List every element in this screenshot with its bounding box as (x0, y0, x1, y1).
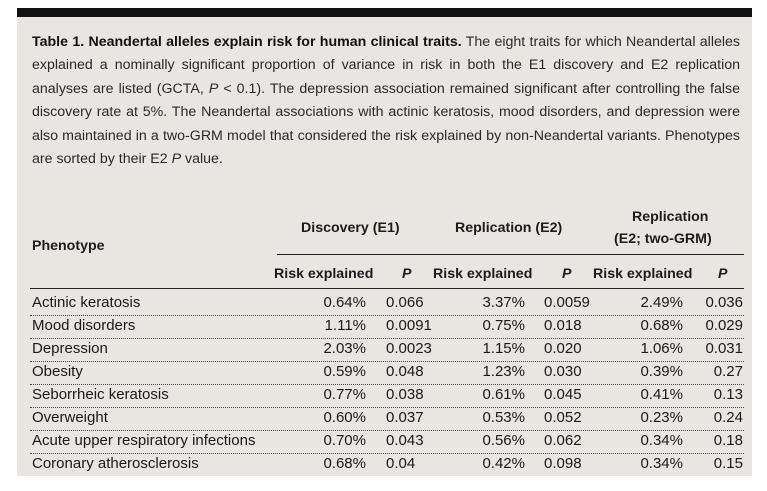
cell-e2-p: 0.018 (544, 317, 582, 334)
table-row: Overweight 0.60% 0.037 0.53% 0.052 0.23%… (30, 407, 744, 431)
table-caption: Table 1. Neandertal alleles explain risk… (32, 31, 740, 171)
cell-e2-risk: 1.23% (482, 363, 525, 380)
header-p-grm: P (718, 266, 728, 282)
cell-grm-risk: 0.34% (640, 455, 683, 472)
cell-e1-risk: 2.03% (323, 340, 366, 357)
cell-e2-p: 0.052 (544, 409, 582, 426)
caption-text-c: value. (181, 151, 223, 168)
cell-e2-p: 0.0059 (544, 294, 590, 311)
cell-grm-p: 0.18 (713, 432, 743, 449)
cell-phenotype: Overweight (32, 409, 108, 426)
cell-grm-risk: 0.41% (640, 386, 683, 403)
table-row: Coronary atherosclerosis 0.68% 0.04 0.42… (30, 453, 744, 476)
caption-p-symbol: P (208, 80, 219, 97)
caption-text-a: The eight traits for which Neandertal al… (32, 34, 741, 97)
cell-grm-risk: 0.68% (640, 317, 683, 334)
cell-e1-risk: 0.68% (323, 455, 366, 472)
header-risk-explained-grm: Risk explained (593, 266, 693, 282)
cell-grm-p: 0.031 (705, 340, 743, 357)
header-bottom-rule (30, 288, 744, 289)
cell-e2-p: 0.062 (544, 432, 582, 449)
cell-e2-p: 0.098 (544, 455, 582, 472)
cell-e1-p: 0.0023 (386, 340, 432, 357)
cell-grm-risk: 0.34% (640, 432, 683, 449)
cell-grm-risk: 1.06% (640, 340, 683, 357)
cell-e1-risk: 0.70% (323, 432, 366, 449)
cell-grm-p: 0.24 (713, 409, 743, 426)
cell-e2-risk: 0.75% (482, 317, 525, 334)
header-replication-grm-line1: Replication (632, 209, 709, 225)
cell-e1-p: 0.066 (386, 294, 424, 311)
cell-e2-risk: 0.42% (482, 455, 525, 472)
header-discovery-e1: Discovery (E1) (301, 220, 400, 236)
header-replication-e2: Replication (E2) (455, 220, 563, 236)
header-phenotype: Phenotype (32, 238, 105, 254)
cell-grm-p: 0.13 (713, 386, 743, 403)
cell-e2-p: 0.045 (544, 386, 582, 403)
caption-title: Table 1. Neandertal alleles explain risk… (32, 34, 462, 50)
cell-e2-risk: 1.15% (482, 340, 525, 357)
table-row: Actinic keratosis 0.64% 0.066 3.37% 0.00… (30, 292, 744, 316)
cell-phenotype: Depression (32, 340, 108, 357)
cell-phenotype: Mood disorders (32, 317, 136, 334)
table-row: Acute upper respiratory infections 0.70%… (30, 430, 744, 454)
cell-e1-risk: 0.59% (323, 363, 366, 380)
cell-e1-p: 0.038 (386, 386, 424, 403)
cell-e2-risk: 0.53% (482, 409, 525, 426)
cell-e1-p: 0.048 (386, 363, 424, 380)
header-p-e2: P (562, 266, 572, 282)
cell-phenotype: Seborrheic keratosis (32, 386, 169, 403)
cell-grm-risk: 0.23% (640, 409, 683, 426)
cell-e1-p: 0.0091 (386, 317, 432, 334)
cell-grm-risk: 0.39% (640, 363, 683, 380)
cell-e1-p: 0.04 (386, 455, 416, 472)
header-p-e1: P (402, 266, 412, 282)
caption-p-symbol-2: P (171, 151, 182, 168)
cell-e1-p: 0.037 (386, 409, 424, 426)
cell-phenotype: Actinic keratosis (32, 294, 141, 311)
cell-e2-risk: 0.61% (482, 386, 525, 403)
cell-phenotype: Acute upper respiratory infections (32, 432, 256, 449)
cell-e2-risk: 0.56% (482, 432, 525, 449)
header-group-rule (277, 254, 744, 255)
cell-e1-risk: 0.77% (323, 386, 366, 403)
header-risk-explained-e1: Risk explained (274, 266, 374, 282)
cell-grm-risk: 2.49% (640, 294, 683, 311)
cell-e1-risk: 0.64% (323, 294, 366, 311)
table-row: Seborrheic keratosis 0.77% 0.038 0.61% 0… (30, 384, 744, 408)
cell-phenotype: Coronary atherosclerosis (32, 455, 199, 472)
cell-grm-p: 0.029 (705, 317, 743, 334)
cell-e1-risk: 1.11% (324, 317, 366, 334)
cell-grm-p: 0.15 (713, 455, 743, 472)
cell-e2-p: 0.020 (544, 340, 582, 357)
cell-grm-p: 0.27 (713, 363, 743, 380)
caption-text-b: < 0.1). The depression association remai… (32, 80, 741, 168)
header-replication-grm-line2: (E2; two-GRM) (614, 231, 712, 247)
cell-grm-p: 0.036 (705, 294, 743, 311)
cell-e1-risk: 0.60% (323, 409, 366, 426)
header-risk-explained-e2: Risk explained (433, 266, 533, 282)
cell-phenotype: Obesity (32, 363, 83, 380)
cell-e2-risk: 3.37% (482, 294, 525, 311)
table-row: Obesity 0.59% 0.048 1.23% 0.030 0.39% 0.… (30, 361, 744, 385)
cell-e1-p: 0.043 (386, 432, 424, 449)
table-row: Depression 2.03% 0.0023 1.15% 0.020 1.06… (30, 338, 744, 362)
table-panel: Table 1. Neandertal alleles explain risk… (17, 8, 752, 476)
cell-e2-p: 0.030 (544, 363, 582, 380)
table-row: Mood disorders 1.11% 0.0091 0.75% 0.018 … (30, 315, 744, 339)
